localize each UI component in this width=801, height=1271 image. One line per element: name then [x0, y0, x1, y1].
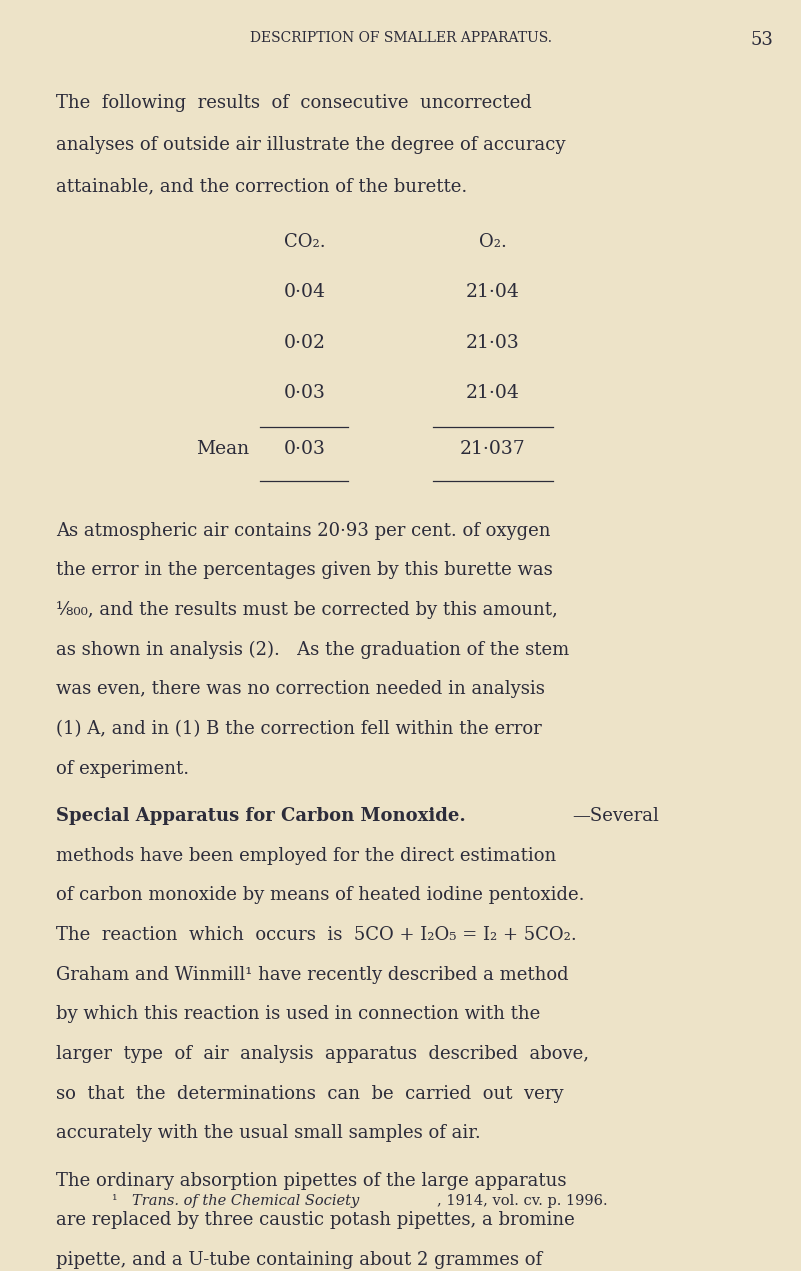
Text: 0·03: 0·03 — [284, 440, 325, 458]
Text: ¹: ¹ — [112, 1195, 118, 1209]
Text: (1) A, and in (1) B the correction fell within the error: (1) A, and in (1) B the correction fell … — [56, 719, 541, 738]
Text: 21·04: 21·04 — [465, 283, 520, 301]
Text: 0·03: 0·03 — [284, 384, 325, 402]
Text: of carbon monoxide by means of heated iodine pentoxide.: of carbon monoxide by means of heated io… — [56, 886, 585, 904]
Text: Graham and Winmill¹ have recently described a method: Graham and Winmill¹ have recently descri… — [56, 966, 569, 984]
Text: The  following  results  of  consecutive  uncorrected: The following results of consecutive unc… — [56, 94, 532, 113]
Text: larger  type  of  air  analysis  apparatus  described  above,: larger type of air analysis apparatus de… — [56, 1045, 589, 1063]
Text: 21·037: 21·037 — [460, 440, 525, 458]
Text: the error in the percentages given by this burette was: the error in the percentages given by th… — [56, 562, 553, 580]
Text: O₂.: O₂. — [479, 233, 506, 252]
Text: was even, there was no correction needed in analysis: was even, there was no correction needed… — [56, 680, 545, 698]
Text: Special Apparatus for Carbon Monoxide.: Special Apparatus for Carbon Monoxide. — [56, 807, 466, 825]
Text: 53: 53 — [750, 32, 773, 50]
Text: accurately with the usual small samples of air.: accurately with the usual small samples … — [56, 1125, 481, 1143]
Text: CO₂.: CO₂. — [284, 233, 325, 252]
Text: , 1914, vol. cv. p. 1996.: , 1914, vol. cv. p. 1996. — [437, 1195, 607, 1209]
Text: by which this reaction is used in connection with the: by which this reaction is used in connec… — [56, 1005, 541, 1023]
Text: methods have been employed for the direct estimation: methods have been employed for the direc… — [56, 846, 557, 864]
Text: analyses of outside air illustrate the degree of accuracy: analyses of outside air illustrate the d… — [56, 136, 566, 154]
Text: as shown in analysis (2).   As the graduation of the stem: as shown in analysis (2). As the graduat… — [56, 641, 570, 658]
Text: of experiment.: of experiment. — [56, 760, 189, 778]
Text: ⅛₀₀, and the results must be corrected by this amount,: ⅛₀₀, and the results must be corrected b… — [56, 601, 557, 619]
Text: As atmospheric air contains 20·93 per cent. of oxygen: As atmospheric air contains 20·93 per ce… — [56, 521, 550, 540]
Text: so  that  the  determinations  can  be  carried  out  very: so that the determinations can be carrie… — [56, 1084, 564, 1103]
Text: Mean: Mean — [196, 440, 249, 458]
Text: are replaced by three caustic potash pipettes, a bromine: are replaced by three caustic potash pip… — [56, 1211, 575, 1229]
Text: The  reaction  which  occurs  is  5CO + I₂O₅ = I₂ + 5CO₂.: The reaction which occurs is 5CO + I₂O₅ … — [56, 927, 577, 944]
Text: attainable, and the correction of the burette.: attainable, and the correction of the bu… — [56, 178, 467, 196]
Text: 0·04: 0·04 — [284, 283, 325, 301]
Text: Trans. of the Chemical Society: Trans. of the Chemical Society — [132, 1195, 360, 1209]
Text: pipette, and a U-tube containing about 2 grammes of: pipette, and a U-tube containing about 2… — [56, 1251, 542, 1268]
Text: —Several: —Several — [573, 807, 659, 825]
Text: 21·04: 21·04 — [465, 384, 520, 402]
Text: DESCRIPTION OF SMALLER APPARATUS.: DESCRIPTION OF SMALLER APPARATUS. — [249, 32, 552, 46]
Text: 0·02: 0·02 — [284, 334, 325, 352]
Text: The ordinary absorption pipettes of the large apparatus: The ordinary absorption pipettes of the … — [56, 1172, 566, 1190]
Text: 21·03: 21·03 — [465, 334, 520, 352]
